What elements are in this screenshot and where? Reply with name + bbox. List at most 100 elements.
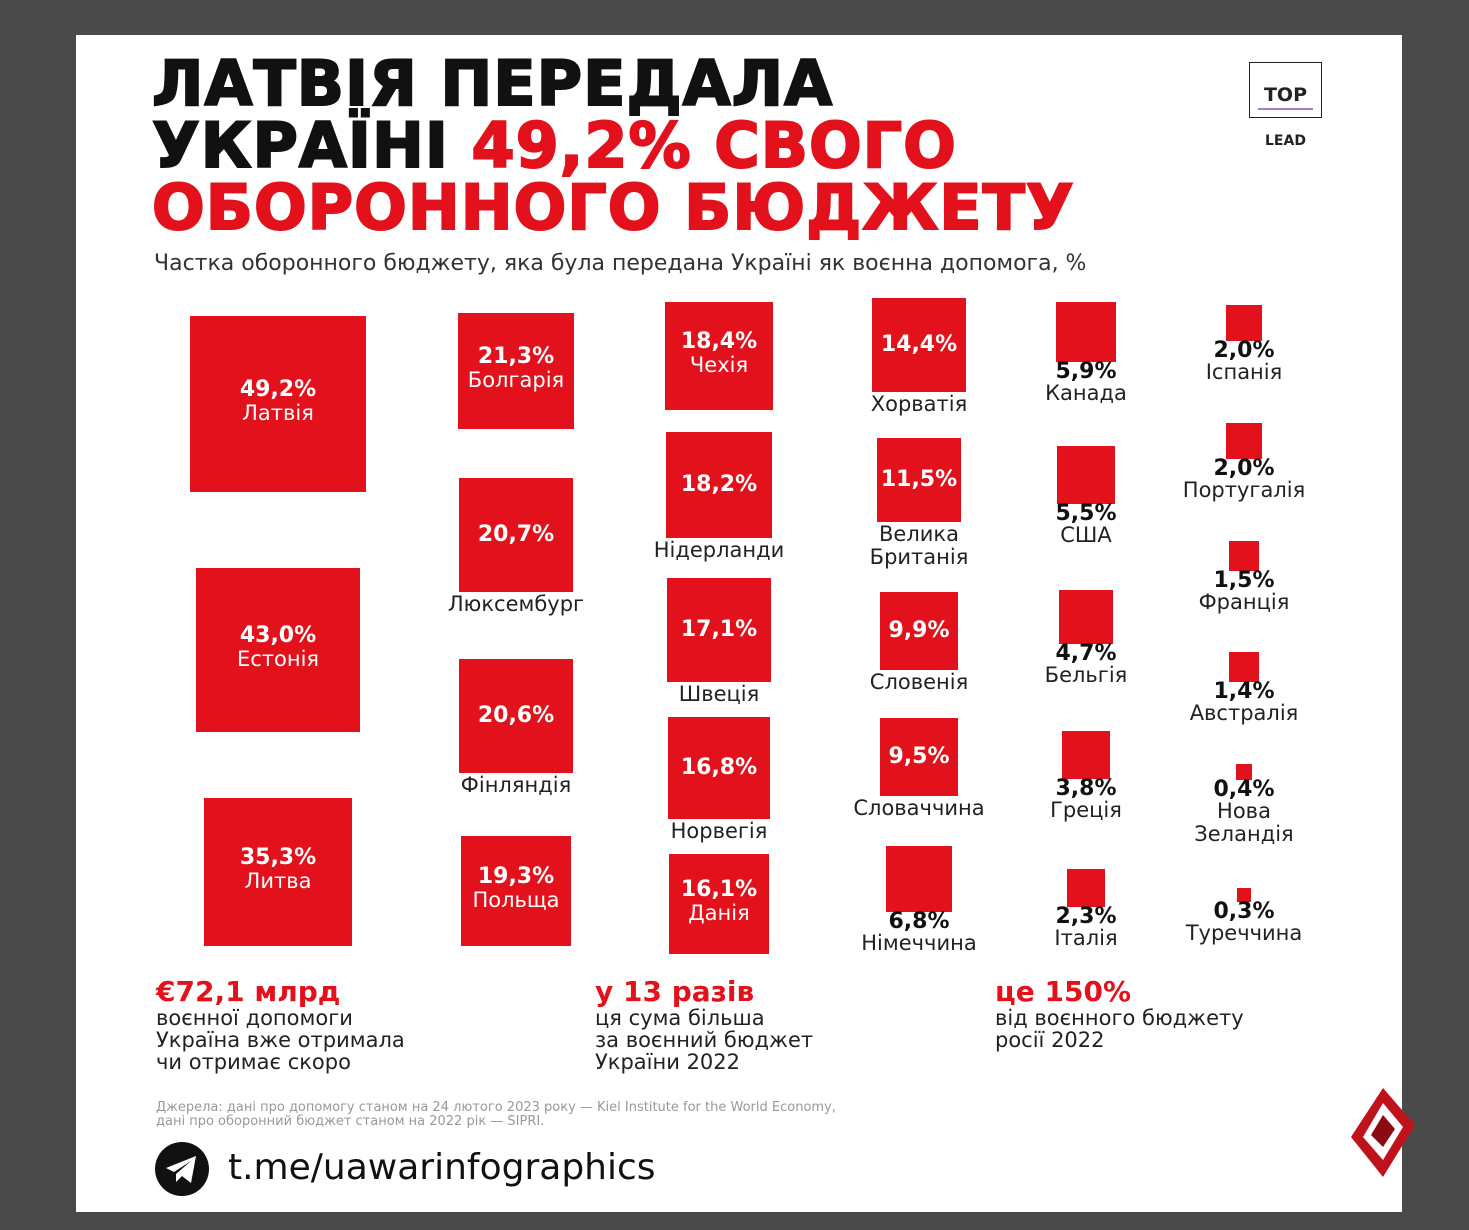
square bbox=[879, 591, 959, 671]
square bbox=[1228, 540, 1260, 572]
value-label: 5,9% bbox=[1055, 359, 1117, 385]
category-label: Бельгія bbox=[1044, 663, 1128, 688]
square bbox=[459, 478, 573, 592]
value-label: 11,5% bbox=[880, 467, 958, 492]
value-label: 3,8% bbox=[1055, 776, 1117, 802]
category-label: Фінляндія bbox=[460, 772, 572, 797]
square bbox=[871, 297, 967, 393]
category-label: Греція bbox=[1050, 798, 1122, 823]
value-label: 18,2% bbox=[680, 472, 758, 497]
value-label: 9,5% bbox=[888, 744, 950, 769]
square bbox=[1056, 445, 1116, 505]
category-label: Австралія bbox=[1189, 700, 1299, 725]
value-label: 5,5% bbox=[1055, 501, 1117, 527]
value-label: 35,3% bbox=[239, 845, 317, 870]
stat-text: воєнної допомоги Україна вже отримала чи… bbox=[156, 1006, 405, 1074]
telegram-icon bbox=[155, 1142, 209, 1196]
category-label: Велика Британія bbox=[869, 522, 969, 570]
value-label: 49,2% bbox=[239, 377, 317, 402]
square bbox=[880, 718, 958, 796]
logo: TOP LEAD bbox=[1249, 62, 1322, 149]
value-label: 1,4% bbox=[1213, 678, 1275, 704]
category-label: Естонія bbox=[236, 647, 320, 671]
value-label: 16,8% bbox=[680, 755, 758, 780]
category-label: Словенія bbox=[869, 670, 969, 695]
category-label: Чехія bbox=[689, 353, 749, 377]
stat-headline: це 150% bbox=[995, 975, 1131, 1008]
value-label: 4,7% bbox=[1055, 641, 1117, 667]
logo-bottom: LEAD bbox=[1265, 133, 1306, 149]
value-label: 18,4% bbox=[680, 329, 758, 354]
square bbox=[1067, 869, 1105, 907]
square bbox=[886, 846, 952, 912]
value-label: 0,3% bbox=[1213, 898, 1275, 924]
value-label: 19,3% bbox=[477, 864, 555, 889]
square bbox=[668, 853, 770, 955]
value-label: 17,1% bbox=[680, 617, 758, 642]
category-label: Словаччина bbox=[853, 795, 985, 820]
link[interactable]: t.me/uawarinfographics bbox=[228, 1147, 656, 1188]
title-block: ЛАТВІЯ ПЕРЕДАЛА УКРАЇНІ 49,2% СВОГО ОБОР… bbox=[151, 52, 1075, 240]
square bbox=[203, 797, 353, 947]
square bbox=[665, 431, 773, 539]
value-label: 9,9% bbox=[888, 618, 950, 643]
value-label: 43,0% bbox=[239, 623, 317, 648]
stat-text: від воєнного бюджету росії 2022 bbox=[995, 1006, 1244, 1052]
category-label: Португалія bbox=[1182, 477, 1306, 502]
logo-top: TOP bbox=[1258, 82, 1313, 110]
value-label: 16,1% bbox=[680, 877, 758, 902]
category-label: Франція bbox=[1198, 590, 1290, 615]
stat: у 13 разів ця сума більша за воєнний бюдж… bbox=[595, 975, 814, 1074]
value-label: 20,7% bbox=[477, 522, 555, 547]
category-label: Нова Зеландія bbox=[1194, 798, 1294, 846]
category-label: Люксембург bbox=[447, 591, 585, 616]
category-label: Хорватія bbox=[870, 392, 968, 417]
square bbox=[459, 659, 573, 773]
stat: €72,1 млрд воєнної допомоги Україна вже о… bbox=[156, 975, 405, 1074]
category-label: Швеція bbox=[678, 681, 760, 706]
category-label: Польща bbox=[472, 888, 560, 912]
stat-headline: у 13 разів bbox=[595, 975, 755, 1008]
square bbox=[1236, 764, 1252, 780]
category-label: США bbox=[1060, 523, 1112, 548]
subtitle: Частка оборонного бюджету, яка була пере… bbox=[154, 251, 1087, 276]
stat-headline: €72,1 млрд bbox=[156, 975, 341, 1008]
category-label: Болгарія bbox=[467, 368, 565, 392]
category-label: Литва bbox=[244, 869, 312, 893]
category-label: Нідерланди bbox=[653, 538, 785, 563]
category-label: Іспанія bbox=[1205, 359, 1283, 384]
category-label: Італія bbox=[1054, 925, 1118, 950]
value-label: 20,6% bbox=[477, 703, 555, 728]
sources: Джерела: дані про допомогу станом на 24 … bbox=[156, 1100, 836, 1129]
value-label: 2,0% bbox=[1213, 455, 1275, 481]
square bbox=[1226, 423, 1262, 459]
square bbox=[458, 313, 574, 429]
square bbox=[876, 437, 962, 523]
square bbox=[1237, 888, 1251, 902]
square bbox=[1058, 589, 1114, 645]
category-label: Латвія bbox=[242, 401, 314, 425]
value-label: 2,3% bbox=[1055, 903, 1117, 929]
square bbox=[665, 302, 773, 410]
square bbox=[1061, 730, 1111, 780]
category-label: Норвегія bbox=[670, 819, 768, 844]
infographic: ЛАТВІЯ ПЕРЕДАЛА УКРАЇНІ 49,2% СВОГО ОБОР… bbox=[76, 35, 1402, 1212]
value-label: 2,0% bbox=[1213, 337, 1275, 363]
square bbox=[667, 578, 771, 682]
square bbox=[1229, 652, 1259, 682]
square bbox=[461, 836, 571, 946]
category-label: Туреччина bbox=[1185, 920, 1303, 945]
square bbox=[1055, 301, 1117, 363]
stat-text: ця сума більша за воєнний бюджет України… bbox=[595, 1006, 814, 1074]
square bbox=[667, 716, 771, 820]
category-label: Канада bbox=[1045, 381, 1127, 406]
square bbox=[1226, 305, 1262, 341]
title-highlight: 49,2% СВОГО ОБОРОННОГО БЮДЖЕТУ bbox=[151, 109, 1075, 244]
value-label: 1,5% bbox=[1213, 568, 1275, 594]
value-label: 14,4% bbox=[880, 332, 958, 357]
category-label: Данія bbox=[688, 901, 750, 925]
title: ЛАТВІЯ ПЕРЕДАЛА УКРАЇНІ bbox=[151, 47, 834, 182]
value-label: 0,4% bbox=[1213, 776, 1275, 802]
square bbox=[196, 568, 360, 732]
